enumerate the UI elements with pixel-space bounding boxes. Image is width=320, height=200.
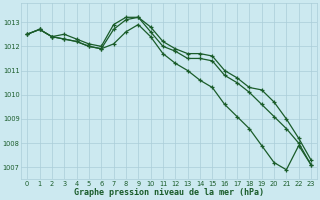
X-axis label: Graphe pression niveau de la mer (hPa): Graphe pression niveau de la mer (hPa) xyxy=(74,188,264,197)
